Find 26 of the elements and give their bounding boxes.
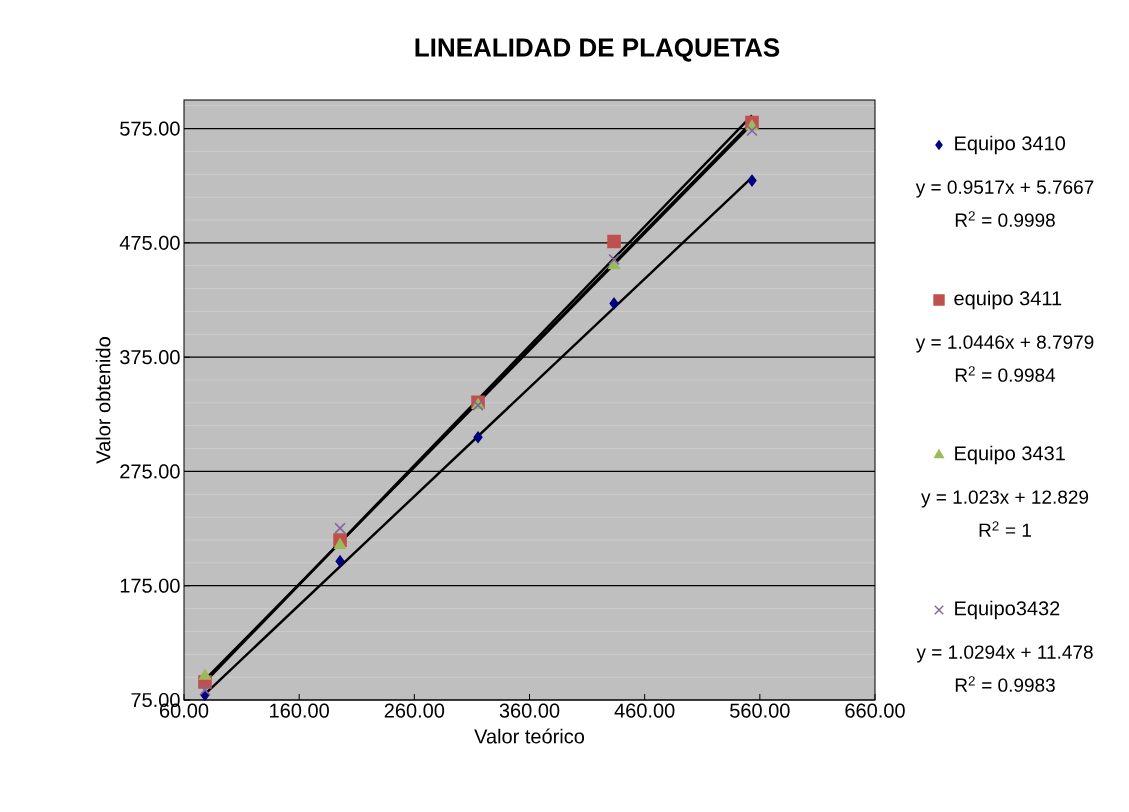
- x-tick-label: 460.00: [614, 703, 675, 718]
- legend-label: Equipo 3410: [955, 135, 1066, 155]
- y-tick-label: 175.00: [120, 578, 180, 593]
- text: R$^{2}$ = 0.9983: [955, 676, 1055, 692]
- chart-title: LINEALIDAD DE PLAQUETAS: [415, 38, 780, 62]
- x-tick-label: 560.00: [730, 703, 790, 718]
- text: R$^{2}$ = 1: [979, 521, 1031, 537]
- x-axis-title: Valor teórico: [474, 728, 585, 744]
- legend-label: equipo 3411: [954, 290, 1062, 310]
- text: R$^{2}$ = 0.9984: [955, 366, 1056, 382]
- x-tick-label: 260.00: [384, 703, 445, 718]
- y-tick-label: 575.00: [120, 121, 180, 136]
- y-tick-label: 275.00: [120, 464, 180, 479]
- x-tick-label: 160.00: [270, 703, 329, 718]
- legend-label: Equipo 3431: [955, 445, 1065, 465]
- x-tick-label: 660.00: [845, 703, 905, 718]
- x-tick-label: 360.00: [499, 703, 560, 718]
- text: R$^{2}$ = 0.9998: [955, 211, 1055, 227]
- legend-label: Equipo3432: [955, 600, 1060, 620]
- text: y = 0.9517x + 5.7667: [915, 180, 1094, 198]
- y-tick-label: 375.00: [120, 350, 180, 365]
- y-tick-label: 475.00: [119, 235, 180, 250]
- text: y = 1.0294x + 11.478: [916, 645, 1093, 663]
- y-axis-title: Valor obtenido: [95, 337, 111, 464]
- text: y = 1.023x + 12.829: [921, 490, 1089, 508]
- text: y = 1.0446x + 8.7979: [915, 335, 1094, 353]
